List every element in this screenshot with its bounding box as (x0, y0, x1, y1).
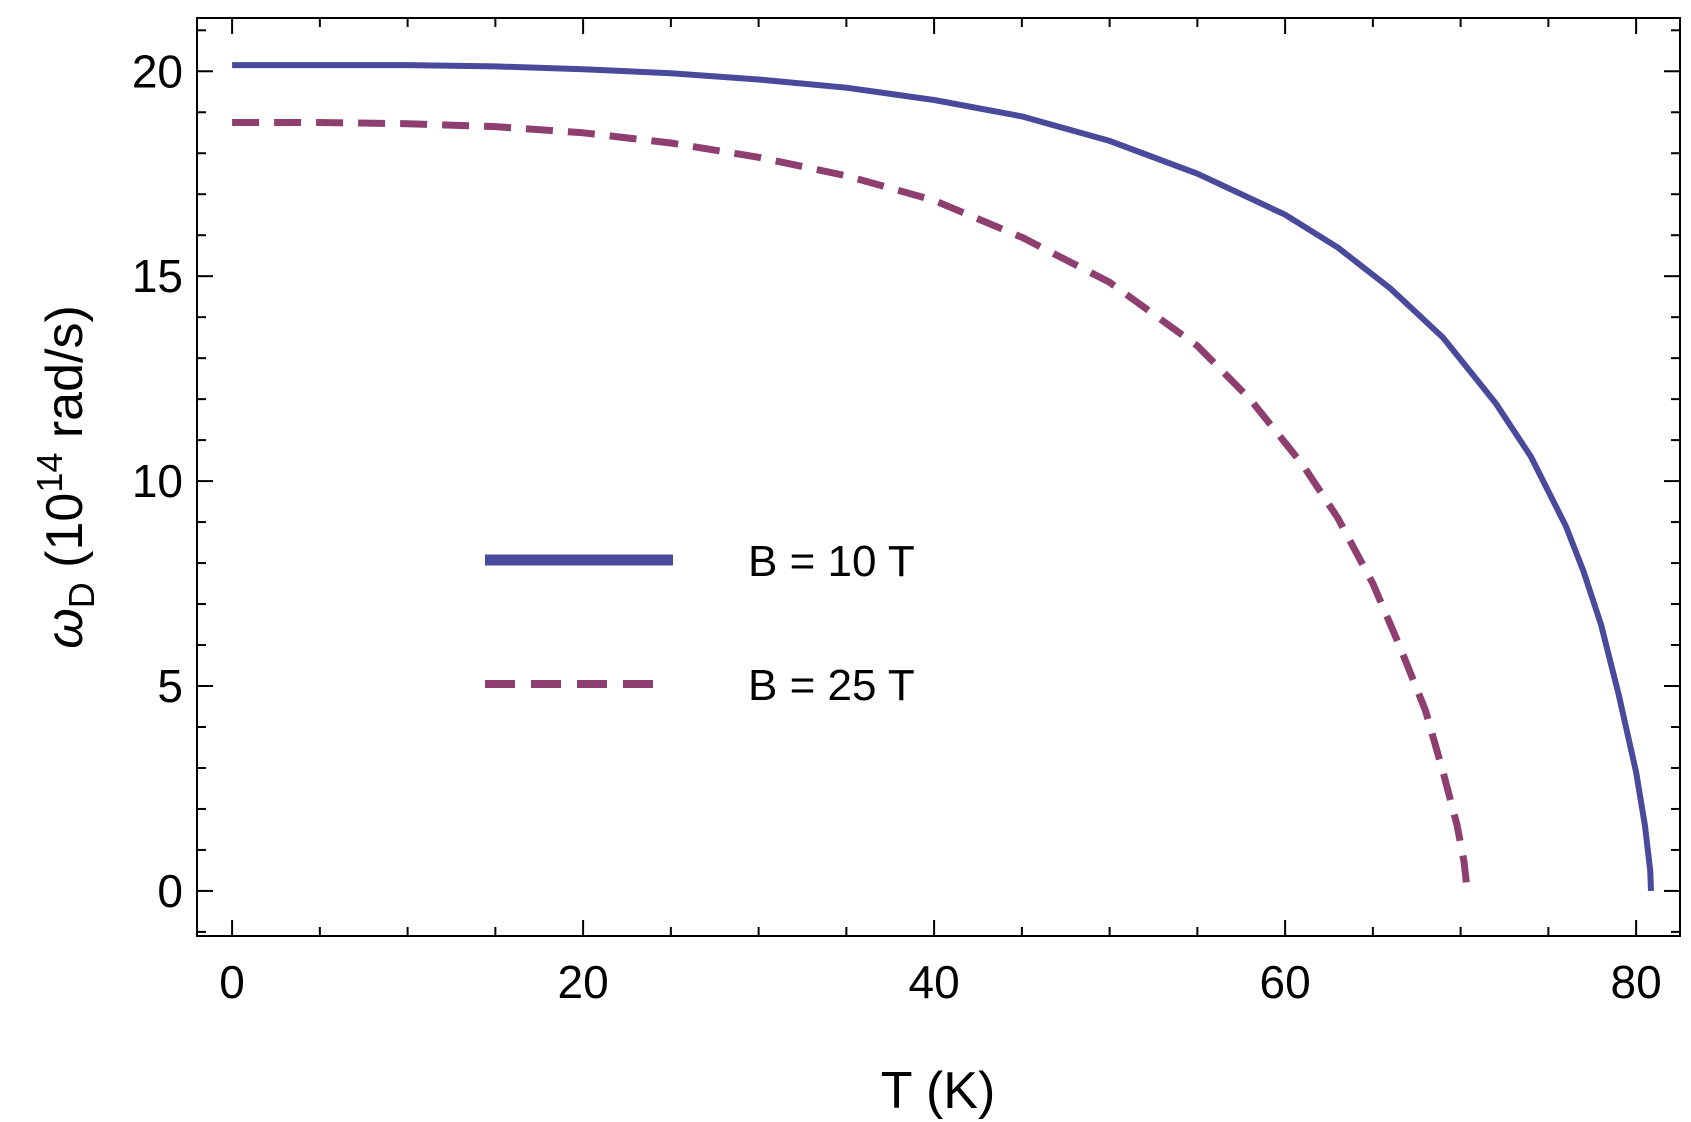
y-tick-label: 5 (157, 660, 183, 712)
x-tick-label: 60 (1260, 956, 1311, 1008)
y-axis-superscript: 14 (29, 453, 70, 493)
y-axis-title: ωD (1014 rad/s) (29, 305, 102, 649)
tick-labels: 0 20 40 60 80 0 5 10 15 20 (132, 45, 1662, 1008)
series-line-1 (232, 119, 1471, 888)
x-tick-label: 20 (558, 956, 609, 1008)
x-tick-label: 80 (1611, 956, 1662, 1008)
y-tick-label: 10 (132, 455, 183, 507)
x-axis-title: T (K) (881, 1062, 996, 1120)
y-tick-label: 15 (132, 250, 183, 302)
series-layer (232, 62, 1654, 892)
x-tick-label: 40 (909, 956, 960, 1008)
legend-label-b25: B = 25 T (748, 661, 915, 710)
y-axis-subscript: D (61, 582, 102, 608)
x-tick-label: 0 (219, 956, 245, 1008)
y-axis-close: rad/s) (36, 305, 94, 452)
series-line-0 (232, 62, 1654, 892)
y-tick-label: 0 (157, 865, 183, 917)
axis-ticks (197, 18, 1680, 936)
y-tick-label: 20 (132, 45, 183, 97)
legend: B = 10 T B = 25 T (485, 537, 915, 710)
y-axis-open: (10 (36, 493, 94, 583)
y-axis-symbol: ω (36, 608, 94, 649)
plot-frame (196, 17, 1681, 937)
legend-label-b10: B = 10 T (748, 537, 915, 586)
